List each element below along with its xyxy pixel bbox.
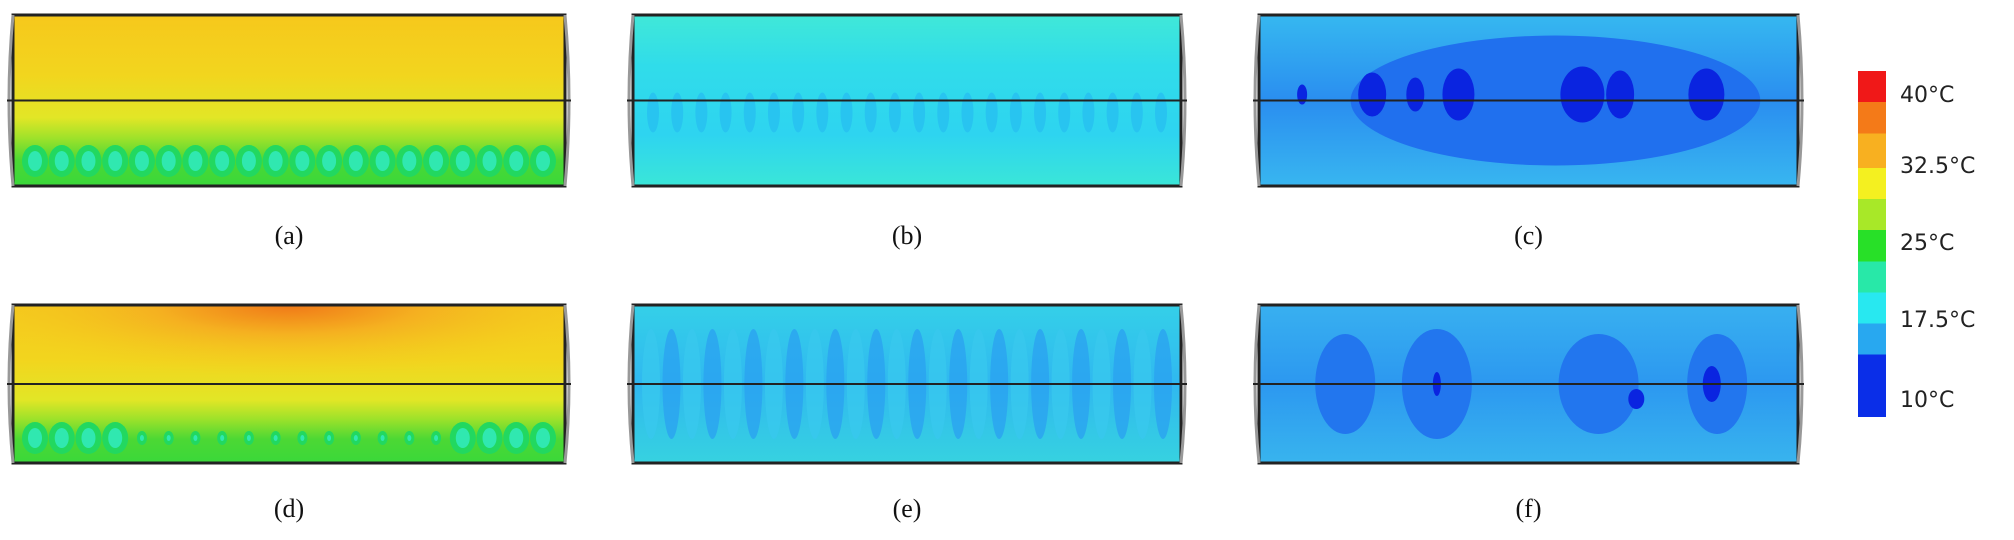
cool-core: [134, 151, 149, 171]
cool-spot: [1058, 92, 1071, 133]
color-bar-label: 25°C: [1900, 231, 1954, 256]
cool-core: [482, 428, 497, 448]
cold-spot: [1358, 72, 1387, 117]
cool-spot: [985, 92, 998, 133]
cool-core: [536, 151, 550, 171]
cool-spot: [816, 92, 829, 133]
cool-core: [268, 151, 283, 171]
panel-label: (b): [892, 221, 922, 250]
cool-spot: [888, 92, 901, 133]
contour-panel: (f): [1253, 303, 1804, 523]
cool-core: [327, 435, 332, 441]
color-bar-label: 40°C: [1900, 83, 1954, 108]
cold-spot: [1688, 68, 1725, 121]
cool-core: [220, 435, 225, 441]
cool-spot: [913, 92, 926, 133]
cool-core: [380, 435, 385, 441]
cold-spot: [1560, 66, 1605, 123]
cool-core: [28, 151, 42, 171]
cool-core: [509, 151, 524, 171]
cool-core: [455, 428, 470, 448]
cool-core: [353, 435, 358, 441]
contour-panel: (b): [627, 13, 1187, 250]
cold-spot: [1606, 70, 1635, 119]
cool-core: [295, 151, 310, 171]
cool-spot: [792, 92, 805, 133]
cool-spot: [840, 92, 853, 133]
cool-core: [246, 435, 251, 441]
cold-spot: [1628, 389, 1645, 409]
cool-core: [300, 435, 305, 441]
cool-core: [322, 151, 337, 171]
cool-core: [161, 151, 176, 171]
cool-core: [166, 435, 171, 441]
cool-core: [108, 428, 123, 448]
cool-core: [193, 435, 198, 441]
hot-zone: [13, 305, 565, 424]
cool-spot: [719, 92, 732, 133]
color-bar: [1858, 71, 1886, 417]
cool-spot: [937, 92, 950, 133]
panel-label: (e): [893, 494, 922, 523]
color-bar-label: 17.5°C: [1900, 308, 1975, 333]
cool-core: [348, 151, 363, 171]
panel-label: (f): [1516, 494, 1542, 523]
cool-spot: [1009, 92, 1022, 133]
contour-panel: (d): [7, 303, 571, 523]
cool-core: [28, 428, 42, 448]
color-bar-label: 32.5°C: [1900, 154, 1975, 179]
cool-spot: [671, 92, 684, 133]
cool-core: [482, 151, 497, 171]
cool-spot: [1155, 92, 1167, 133]
cool-core: [139, 435, 144, 441]
contour-panel: (a): [7, 13, 571, 250]
panels: (a) (b) (c) (d) (e) (f): [7, 13, 1804, 523]
cool-core: [402, 151, 417, 171]
cool-core: [536, 428, 550, 448]
panel-label: (c): [1514, 221, 1543, 250]
cool-core: [407, 435, 412, 441]
cool-spot: [743, 92, 756, 133]
cool-core: [273, 435, 278, 441]
cool-core: [54, 151, 69, 171]
cool-core: [108, 151, 123, 171]
cool-spot: [864, 92, 877, 133]
cool-spot: [1082, 92, 1095, 133]
cool-core: [81, 428, 96, 448]
cool-core: [455, 151, 470, 171]
cool-core: [81, 151, 96, 171]
cool-core: [429, 151, 444, 171]
contour-panel: (e): [627, 303, 1187, 523]
cool-spot: [647, 92, 659, 133]
panel-label: (a): [275, 221, 304, 250]
cool-spot: [767, 92, 780, 133]
cool-core: [241, 151, 256, 171]
cool-spot: [1130, 92, 1143, 133]
contour-panel: (c): [1253, 13, 1804, 250]
cool-core: [54, 428, 69, 448]
color-bar-label: 10°C: [1900, 388, 1954, 413]
cool-spot: [695, 92, 708, 133]
cool-spot: [1106, 92, 1119, 133]
cool-core: [188, 151, 203, 171]
cool-core: [509, 428, 524, 448]
cool-spot: [1034, 92, 1047, 133]
panel-label: (d): [274, 494, 304, 523]
cool-spot: [961, 92, 974, 133]
cool-core: [434, 435, 439, 441]
cool-core: [215, 151, 230, 171]
cool-core: [375, 151, 390, 171]
color-bar-labels: 40°C 32.5°C 25°C 17.5°C 10°C: [1900, 83, 1975, 413]
cold-spot: [1406, 77, 1425, 112]
cold-spot: [1442, 68, 1475, 121]
